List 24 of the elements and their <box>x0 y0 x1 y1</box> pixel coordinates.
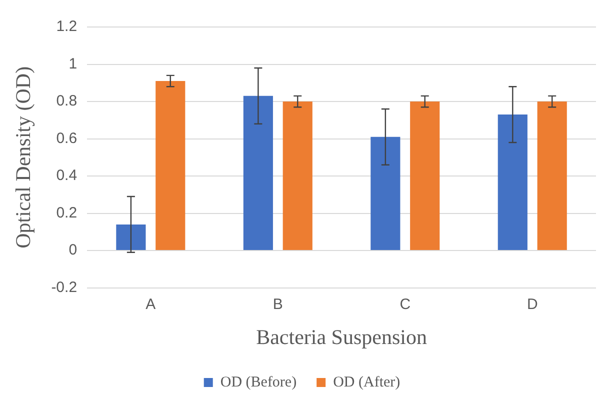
bar <box>537 102 567 250</box>
bar <box>370 136 400 250</box>
y-tick-label: 0.4 <box>56 167 78 184</box>
x-tick-label: C <box>400 296 411 313</box>
y-tick-label: 0.6 <box>56 130 78 147</box>
bar <box>156 81 186 250</box>
x-tick-label: A <box>146 296 156 313</box>
y-tick-label: 1.2 <box>56 18 78 36</box>
y-tick-label: 0.2 <box>56 204 78 222</box>
legend-label: OD (Before) <box>220 374 297 390</box>
x-axis-title: Bacteria Suspension <box>256 324 428 349</box>
bar <box>116 224 146 250</box>
y-axis-title: Optical Density (OD) <box>11 66 36 248</box>
y-tick-label: 0.8 <box>56 92 78 110</box>
bar <box>243 96 273 250</box>
y-tick-label: 0 <box>68 242 78 259</box>
x-tick-label: B <box>272 296 283 313</box>
bar <box>282 102 312 250</box>
legend-label: OD (After) <box>333 374 400 390</box>
bar <box>410 102 440 250</box>
bar <box>498 114 528 250</box>
x-tick-label: D <box>526 296 538 313</box>
y-tick-label: 1 <box>68 55 78 72</box>
y-tick-label: -0.2 <box>51 278 78 296</box>
